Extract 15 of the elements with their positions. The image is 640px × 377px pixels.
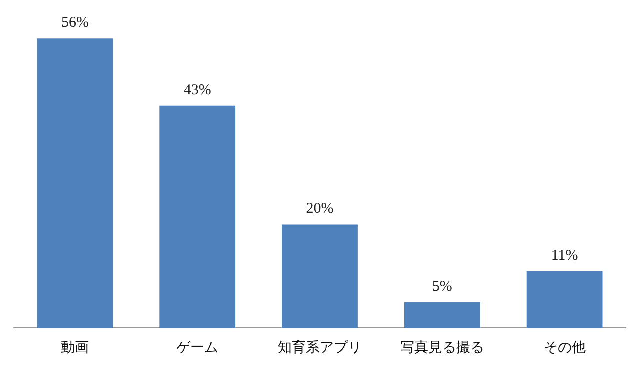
data-label: 11% <box>551 248 578 264</box>
data-label: 20% <box>306 201 334 218</box>
x-tick-label: 動画 <box>61 340 90 356</box>
bar <box>526 271 603 328</box>
x-tick-label: 知育系アプリ <box>278 339 362 356</box>
x-tick-label: 写真見る撮る <box>400 340 484 356</box>
data-label: 56% <box>61 15 89 32</box>
x-tick-label: その他 <box>544 340 586 356</box>
data-label: 43% <box>184 82 212 98</box>
bar <box>37 38 114 328</box>
bar <box>282 224 358 328</box>
bar <box>404 302 480 328</box>
x-tick-label: ゲーム <box>176 340 219 356</box>
bar <box>160 106 236 328</box>
data-label: 5% <box>432 278 452 295</box>
